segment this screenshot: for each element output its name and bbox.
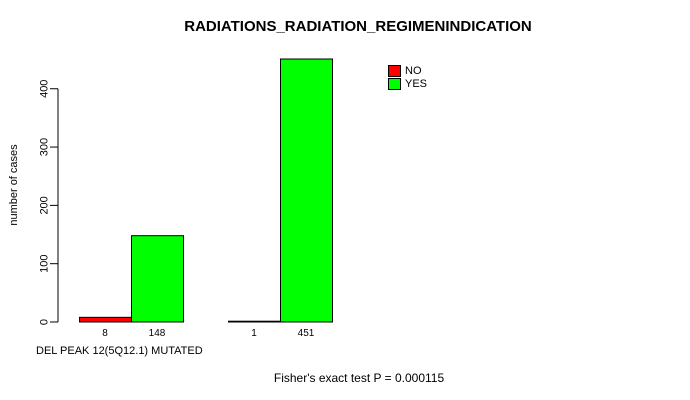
legend-label-no: NO <box>405 65 422 77</box>
bar-yes-group2 <box>280 58 333 323</box>
legend: NO YES <box>388 65 427 91</box>
y-tick-label: 300 <box>39 138 51 156</box>
fisher-test-caption: Fisher's exact test P = 0.000115 <box>273 371 445 385</box>
y-tick-label: 0 <box>39 319 51 325</box>
bar-count-label: 148 <box>149 328 166 339</box>
bar-count-label: 8 <box>102 328 108 339</box>
legend-item-yes: YES <box>388 78 427 90</box>
x-axis-label: DEL PEAK 12(5Q12.1) MUTATED <box>36 345 203 357</box>
legend-swatch-yes <box>388 78 401 90</box>
y-tick-label: 200 <box>39 196 51 214</box>
chart-title: RADIATIONS_RADIATION_REGIMENINDICATION <box>184 18 532 35</box>
bar-yes-group1 <box>131 235 184 323</box>
bar-count-label: 1 <box>251 328 257 339</box>
y-tick-label: 100 <box>39 255 51 273</box>
legend-item-no: NO <box>388 65 427 77</box>
bar-no-group1 <box>79 316 132 323</box>
bar-no-group2 <box>228 320 281 323</box>
legend-label-yes: YES <box>405 78 428 90</box>
bar-count-label: 451 <box>298 328 315 339</box>
legend-swatch-no <box>388 65 401 77</box>
y-tick-label: 400 <box>39 80 51 98</box>
